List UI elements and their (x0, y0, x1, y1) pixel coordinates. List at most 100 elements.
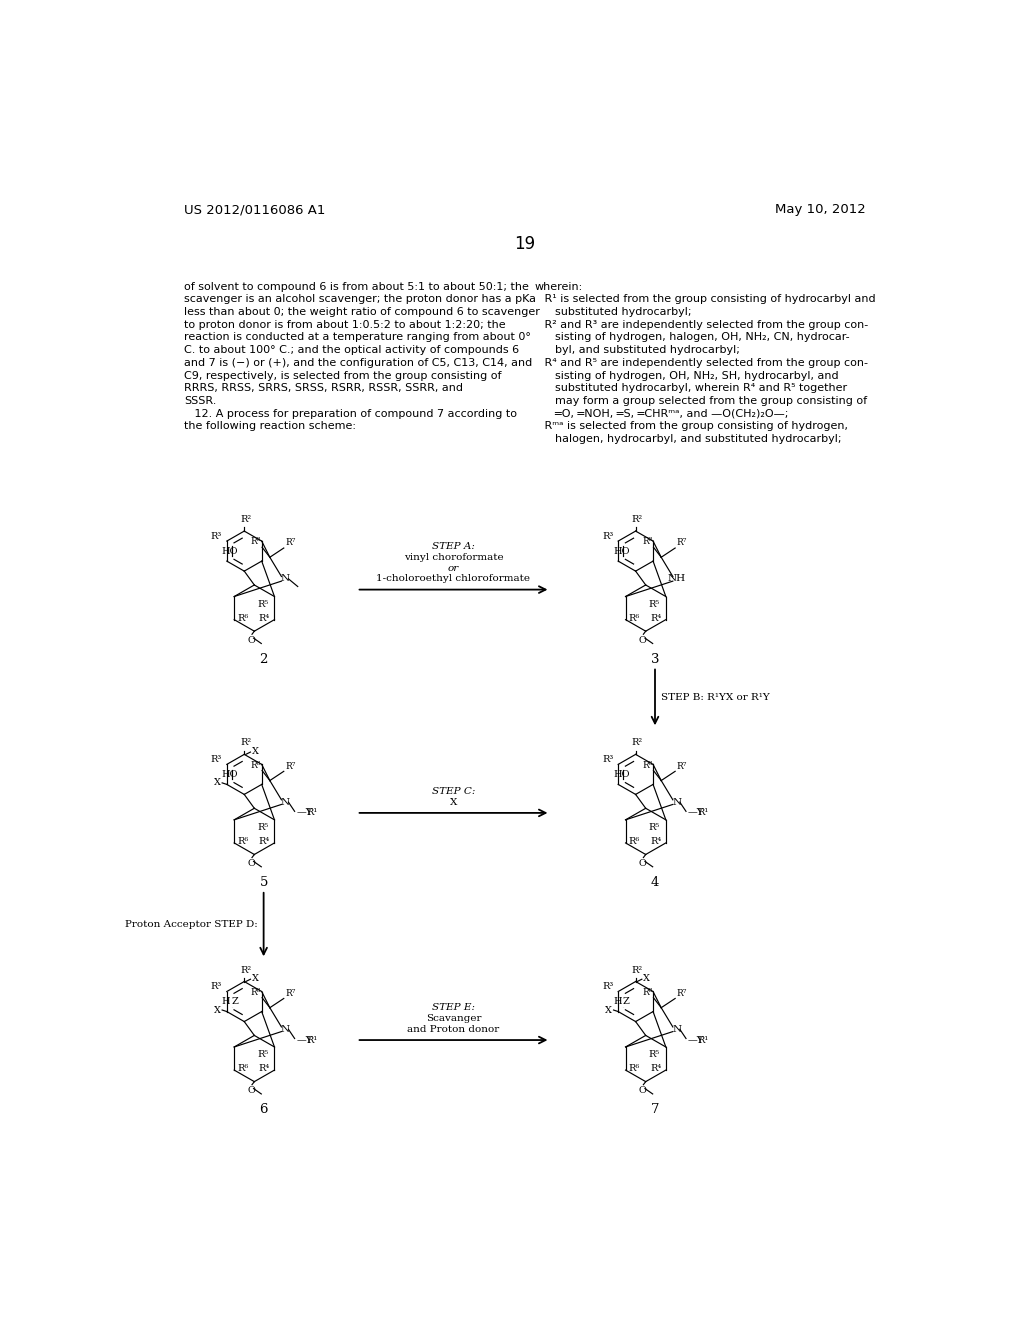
Text: R³: R³ (602, 532, 613, 541)
Text: O: O (247, 859, 255, 869)
Text: R²: R² (632, 515, 643, 524)
Text: and Proton donor: and Proton donor (408, 1024, 500, 1034)
Text: R⁷: R⁷ (286, 762, 296, 771)
Text: R⁸: R⁸ (251, 537, 261, 546)
Text: vinyl choroformate: vinyl choroformate (403, 553, 504, 562)
Text: to proton donor is from about 1:0.5:2 to about 1:2:20; the: to proton donor is from about 1:0.5:2 to… (183, 319, 506, 330)
Text: 12. A process for preparation of compound 7 according to: 12. A process for preparation of compoun… (183, 409, 517, 418)
Text: R⁴: R⁴ (259, 1064, 269, 1073)
Text: R¹ is selected from the group consisting of hydrocarbyl and: R¹ is selected from the group consisting… (535, 294, 876, 305)
Text: R²: R² (241, 515, 251, 524)
Text: R²: R² (632, 966, 643, 974)
Text: sisting of hydrogen, halogen, OH, NH₂, CN, hydrocar-: sisting of hydrogen, halogen, OH, NH₂, C… (535, 333, 850, 342)
Text: substituted hydrocarbyl;: substituted hydrocarbyl; (535, 308, 691, 317)
Text: Scavanger: Scavanger (426, 1014, 481, 1023)
Text: R⁴: R⁴ (259, 837, 269, 846)
Text: sisting of hydrogen, OH, NH₂, SH, hydrocarbyl, and: sisting of hydrogen, OH, NH₂, SH, hydroc… (535, 371, 839, 380)
Text: N: N (281, 574, 290, 583)
Text: —Y: —Y (296, 808, 312, 817)
Text: N: N (281, 1024, 290, 1034)
Text: N: N (672, 1024, 681, 1034)
Text: less than about 0; the weight ratio of compound 6 to scavenger: less than about 0; the weight ratio of c… (183, 308, 540, 317)
Text: halogen, hydrocarbyl, and substituted hydrocarbyl;: halogen, hydrocarbyl, and substituted hy… (535, 434, 842, 444)
Text: substituted hydrocarbyl, wherein R⁴ and R⁵ together: substituted hydrocarbyl, wherein R⁴ and … (535, 383, 847, 393)
Text: R⁷: R⁷ (286, 989, 296, 998)
Text: O: O (247, 636, 255, 644)
Text: the following reaction scheme:: the following reaction scheme: (183, 421, 355, 432)
Text: R⁷: R⁷ (677, 762, 687, 771)
Text: R⁸: R⁸ (251, 987, 261, 997)
Text: R⁸: R⁸ (642, 537, 652, 546)
Text: STEP B: R¹YX or R¹Y: STEP B: R¹YX or R¹Y (662, 693, 770, 702)
Text: HO: HO (613, 770, 630, 779)
Text: R¹: R¹ (697, 808, 709, 817)
Text: HO: HO (221, 770, 238, 779)
Text: R²: R² (632, 738, 643, 747)
Text: R⁵: R⁵ (257, 824, 268, 832)
Text: R⁵: R⁵ (648, 1051, 659, 1059)
Text: N: N (672, 797, 681, 807)
Text: reaction is conducted at a temperature ranging from about 0°: reaction is conducted at a temperature r… (183, 333, 530, 342)
Text: STEP C:: STEP C: (432, 787, 475, 796)
Text: R¹: R¹ (697, 1036, 709, 1044)
Text: or: or (447, 564, 459, 573)
Text: HO: HO (613, 997, 630, 1006)
Text: X: X (252, 974, 259, 983)
Text: R³: R³ (211, 532, 222, 541)
Text: Z: Z (623, 997, 630, 1006)
Text: 19: 19 (514, 235, 536, 253)
Text: may form a group selected from the group consisting of: may form a group selected from the group… (535, 396, 867, 407)
Text: R⁴: R⁴ (650, 837, 662, 846)
Text: Rᵐᵃ is selected from the group consisting of hydrogen,: Rᵐᵃ is selected from the group consistin… (535, 421, 848, 432)
Text: R² and R³ are independently selected from the group con-: R² and R³ are independently selected fro… (535, 319, 868, 330)
Text: 6: 6 (259, 1104, 268, 1117)
Text: HO: HO (613, 546, 630, 556)
Text: R³: R³ (602, 982, 613, 991)
Text: SSSR.: SSSR. (183, 396, 216, 407)
Text: X: X (214, 1006, 220, 1015)
Text: 4: 4 (651, 876, 659, 890)
Text: R⁶: R⁶ (238, 1064, 249, 1073)
Text: R⁵: R⁵ (648, 824, 659, 832)
Text: R⁷: R⁷ (677, 989, 687, 998)
Text: —Y: —Y (687, 1036, 703, 1044)
Text: X: X (252, 747, 259, 756)
Text: R⁷: R⁷ (286, 539, 296, 548)
Text: 7: 7 (650, 1104, 659, 1117)
Text: HO: HO (221, 546, 238, 556)
Text: R⁴ and R⁵ are independently selected from the group con-: R⁴ and R⁵ are independently selected fro… (535, 358, 868, 368)
Text: R⁶: R⁶ (238, 837, 249, 846)
Text: R⁶: R⁶ (629, 837, 640, 846)
Text: Z: Z (231, 997, 238, 1006)
Text: R²: R² (241, 738, 251, 747)
Text: R⁵: R⁵ (257, 1051, 268, 1059)
Text: 1-choloroethyl chloroformate: 1-choloroethyl chloroformate (377, 574, 530, 583)
Text: RRRS, RRSS, SRRS, SRSS, RSRR, RSSR, SSRR, and: RRRS, RRSS, SRRS, SRSS, RSRR, RSSR, SSRR… (183, 383, 463, 393)
Text: R⁷: R⁷ (677, 539, 687, 548)
Text: US 2012/0116086 A1: US 2012/0116086 A1 (183, 203, 326, 216)
Text: N: N (281, 797, 290, 807)
Text: ═O, ═NOH, ═S, ═CHRᵐᵃ, and —O(CH₂)₂O—;: ═O, ═NOH, ═S, ═CHRᵐᵃ, and —O(CH₂)₂O—; (535, 409, 788, 418)
Text: STEP A:: STEP A: (432, 543, 475, 552)
Text: X: X (214, 779, 220, 787)
Text: C. to about 100° C.; and the optical activity of compounds 6: C. to about 100° C.; and the optical act… (183, 345, 519, 355)
Text: HO: HO (221, 997, 238, 1006)
Text: R¹: R¹ (306, 808, 317, 817)
Text: O: O (639, 859, 646, 869)
Text: C9, respectively, is selected from the group consisting of: C9, respectively, is selected from the g… (183, 371, 502, 380)
Text: R⁸: R⁸ (642, 987, 652, 997)
Text: R³: R³ (211, 755, 222, 764)
Text: May 10, 2012: May 10, 2012 (775, 203, 866, 216)
Text: NH: NH (668, 574, 686, 583)
Text: wherein:: wherein: (535, 281, 583, 292)
Text: R⁸: R⁸ (642, 760, 652, 770)
Text: R⁴: R⁴ (650, 1064, 662, 1073)
Text: X: X (643, 974, 650, 983)
Text: R⁴: R⁴ (259, 614, 269, 623)
Text: X: X (605, 1006, 612, 1015)
Text: and 7 is (−) or (+), and the configuration of C5, C13, C14, and: and 7 is (−) or (+), and the configurati… (183, 358, 532, 368)
Text: scavenger is an alcohol scavenger; the proton donor has a pKa: scavenger is an alcohol scavenger; the p… (183, 294, 536, 305)
Text: R⁸: R⁸ (251, 760, 261, 770)
Text: R⁵: R⁵ (648, 599, 659, 609)
Text: R⁶: R⁶ (238, 614, 249, 623)
